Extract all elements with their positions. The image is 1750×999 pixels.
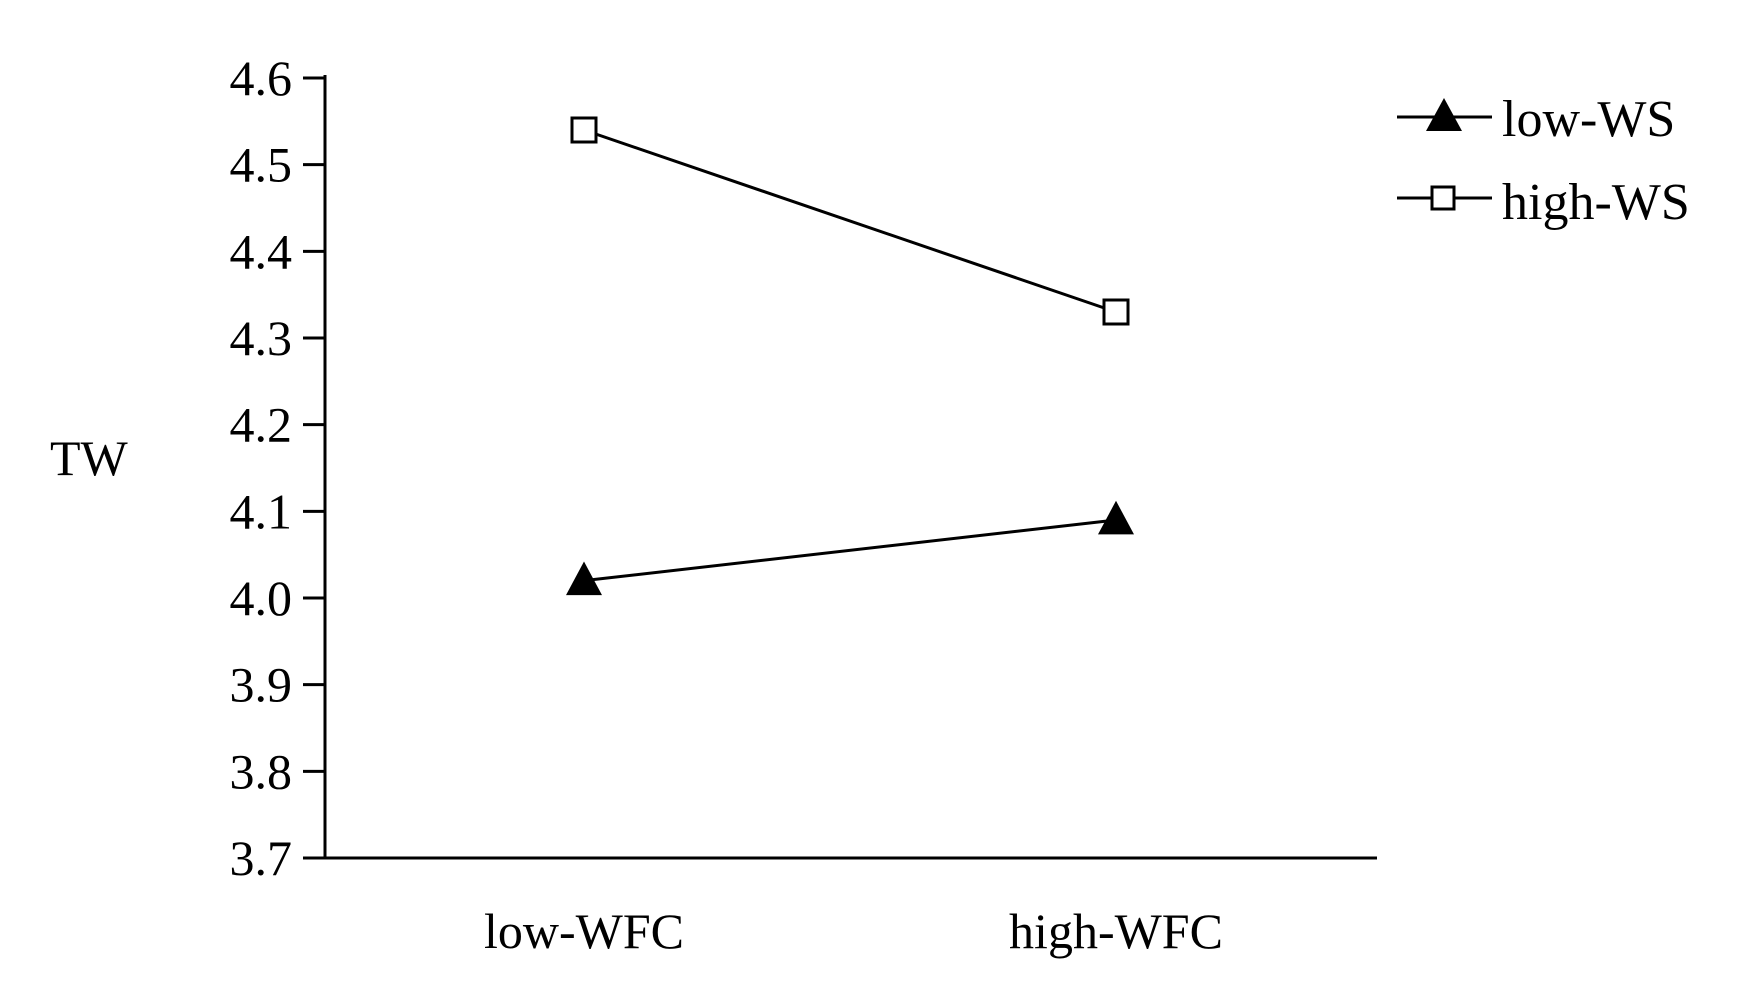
data-point-low-ws-low-wfc [566,561,602,596]
series-line-high-ws [583,128,1117,314]
series-layer [566,116,1134,596]
data-point-high-ws-low-wfc [570,116,598,144]
x-tick-label: high-WFC [1009,903,1223,959]
legend-label-low-ws: low-WS [1502,91,1675,148]
data-point-high-ws-high-wfc [1102,298,1130,326]
y-tick-label: 4.6 [230,50,293,106]
y-tick-label: 4.3 [230,310,293,366]
y-tick-label: 3.8 [230,743,293,799]
data-point-low-ws-high-wfc [1098,500,1134,535]
y-tick-label: 4.0 [230,570,293,626]
y-tick-label: 4.2 [230,397,293,453]
legend: low-WS high-WS [1397,91,1690,231]
y-tick-label: 3.7 [230,830,293,886]
y-tick-label: 4.5 [230,137,293,193]
x-tick-label: low-WFC [484,903,684,959]
legend-item-high-ws: high-WS [1397,174,1690,231]
y-tick-label: 4.4 [230,223,293,279]
legend-label-high-ws: high-WS [1502,174,1690,231]
y-axis-title: TW [50,430,129,486]
series-line-low-ws [583,518,1117,583]
legend-marker-high-ws [1430,185,1456,211]
legend-item-low-ws: low-WS [1397,91,1675,148]
y-tick-label: 3.9 [230,657,293,713]
legend-marker-low-ws [1426,98,1462,131]
x-axis-ticks: low-WFC high-WFC [484,903,1223,959]
y-tick-label: 4.1 [230,483,293,539]
y-axis-ticks: 4.6 4.5 4.4 4.3 4.2 4.1 4.0 3.9 3.8 3.7 [230,50,325,886]
